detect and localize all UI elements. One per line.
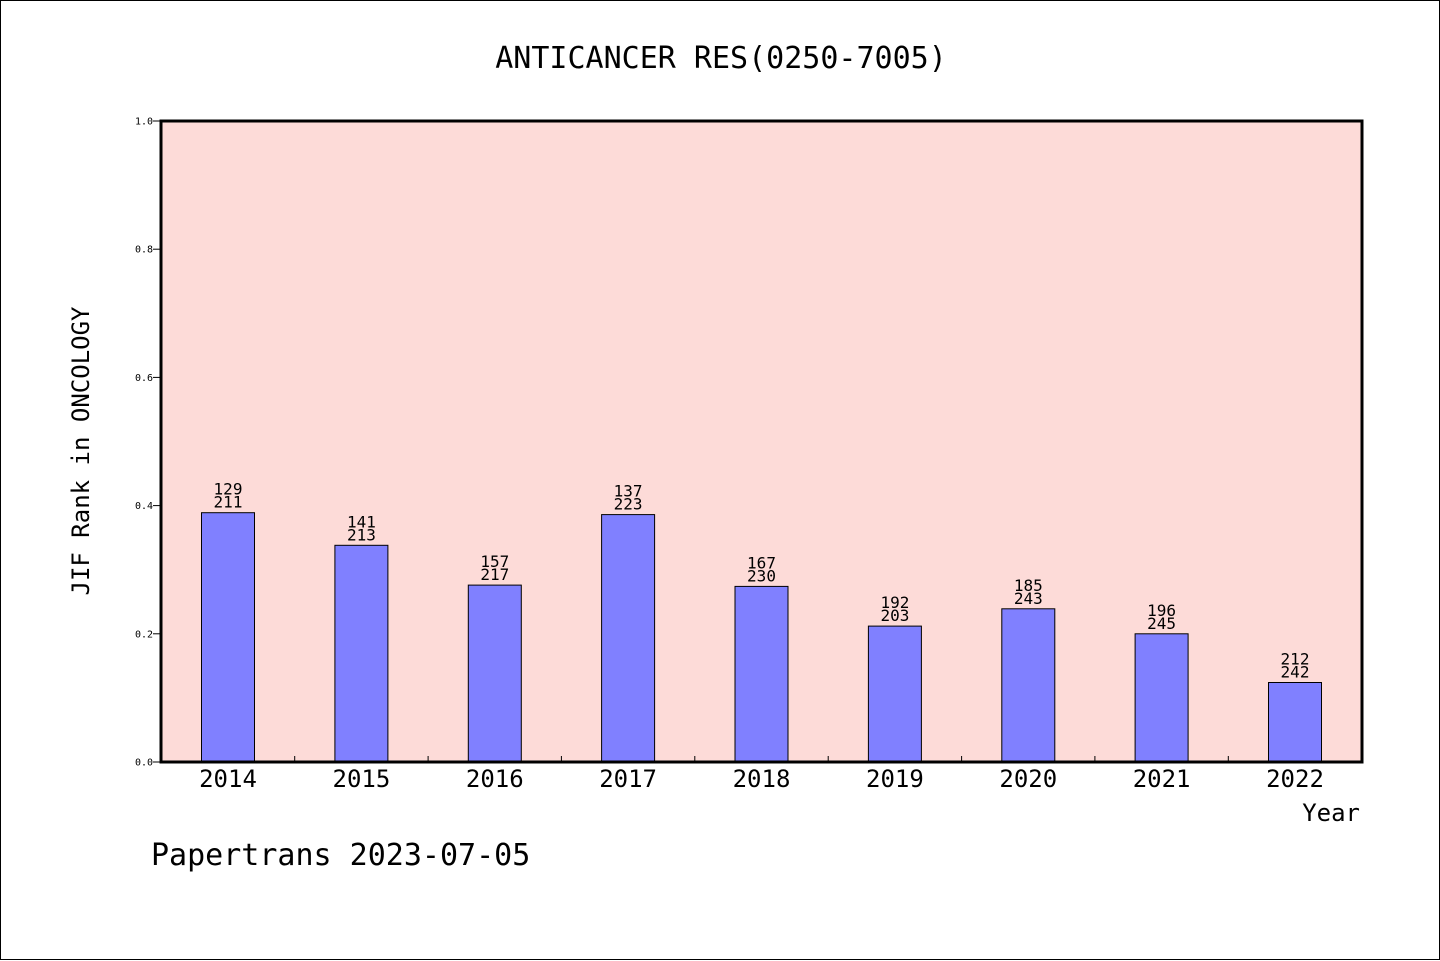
bar-2021 [1134, 633, 1189, 763]
bar-rank-label: 129 [214, 480, 243, 499]
x-axis-title: Year [1302, 799, 1360, 827]
bar-rank-label: 141 [347, 512, 376, 531]
bar-2020 [1001, 608, 1056, 763]
y-tick-label: 0.2 [135, 629, 153, 640]
bar-total-label: 217 [480, 565, 509, 584]
y-axis-title: JIF Rank in ONCOLOGY [67, 306, 95, 596]
bar-total-label: 203 [880, 606, 909, 625]
bars-layer [201, 512, 1322, 763]
bar-2015 [334, 544, 389, 763]
y-axis: 0.0 0.2 0.4 0.6 0.8 1.0 [135, 117, 161, 769]
bar-rank-label: 185 [1014, 576, 1043, 595]
x-tick-label: 2018 [733, 765, 791, 793]
bar-total-label: 230 [747, 566, 776, 585]
y-tick-label: 0.6 [135, 373, 153, 384]
bar-total-label: 223 [614, 495, 643, 514]
x-tick-label: 2014 [199, 765, 257, 793]
footer-credit: Papertrans 2023-07-05 [151, 838, 530, 873]
bar-total-label: 213 [347, 525, 376, 544]
x-tick-label: 2016 [466, 765, 524, 793]
y-tick-label: 1.0 [135, 117, 153, 128]
bar-rank-label: 212 [1281, 650, 1310, 669]
chart-title: ANTICANCER RES(0250-7005) [495, 41, 947, 76]
bar-rank-label: 196 [1147, 601, 1176, 620]
bar-2019 [867, 625, 922, 763]
x-tick-label: 2020 [999, 765, 1057, 793]
x-tick-label: 2015 [333, 765, 391, 793]
y-tick-label: 0.0 [135, 758, 153, 769]
x-tick-label: 2022 [1266, 765, 1324, 793]
bar-2018 [734, 585, 789, 763]
bar-2014 [201, 512, 255, 763]
bar-2017 [601, 514, 656, 763]
x-axis: 2014 2015 2016 2017 2018 2019 2020 2021 2022 [199, 756, 1324, 793]
x-tick-label: 2017 [599, 765, 657, 793]
x-tick-label: 2019 [866, 765, 924, 793]
bar-total-label: 245 [1147, 614, 1176, 633]
bar-total-label: 242 [1281, 663, 1310, 682]
plot-border [159, 119, 1364, 764]
bar-total-label: 243 [1014, 589, 1043, 608]
bar-rank-label: 157 [480, 552, 509, 571]
bar-labels-layer: 1292111412131572171372231672301922031852… [214, 480, 1310, 682]
bar-2016 [467, 584, 522, 763]
y-tick-label: 0.8 [135, 245, 153, 256]
bar-2022 [1268, 682, 1322, 763]
bar-total-label: 211 [214, 493, 243, 512]
y-tick-label: 0.4 [135, 501, 153, 512]
bar-rank-label: 167 [747, 553, 776, 572]
bar-rank-label: 137 [614, 482, 643, 501]
bar-rank-label: 192 [880, 593, 909, 612]
x-tick-label: 2021 [1133, 765, 1191, 793]
